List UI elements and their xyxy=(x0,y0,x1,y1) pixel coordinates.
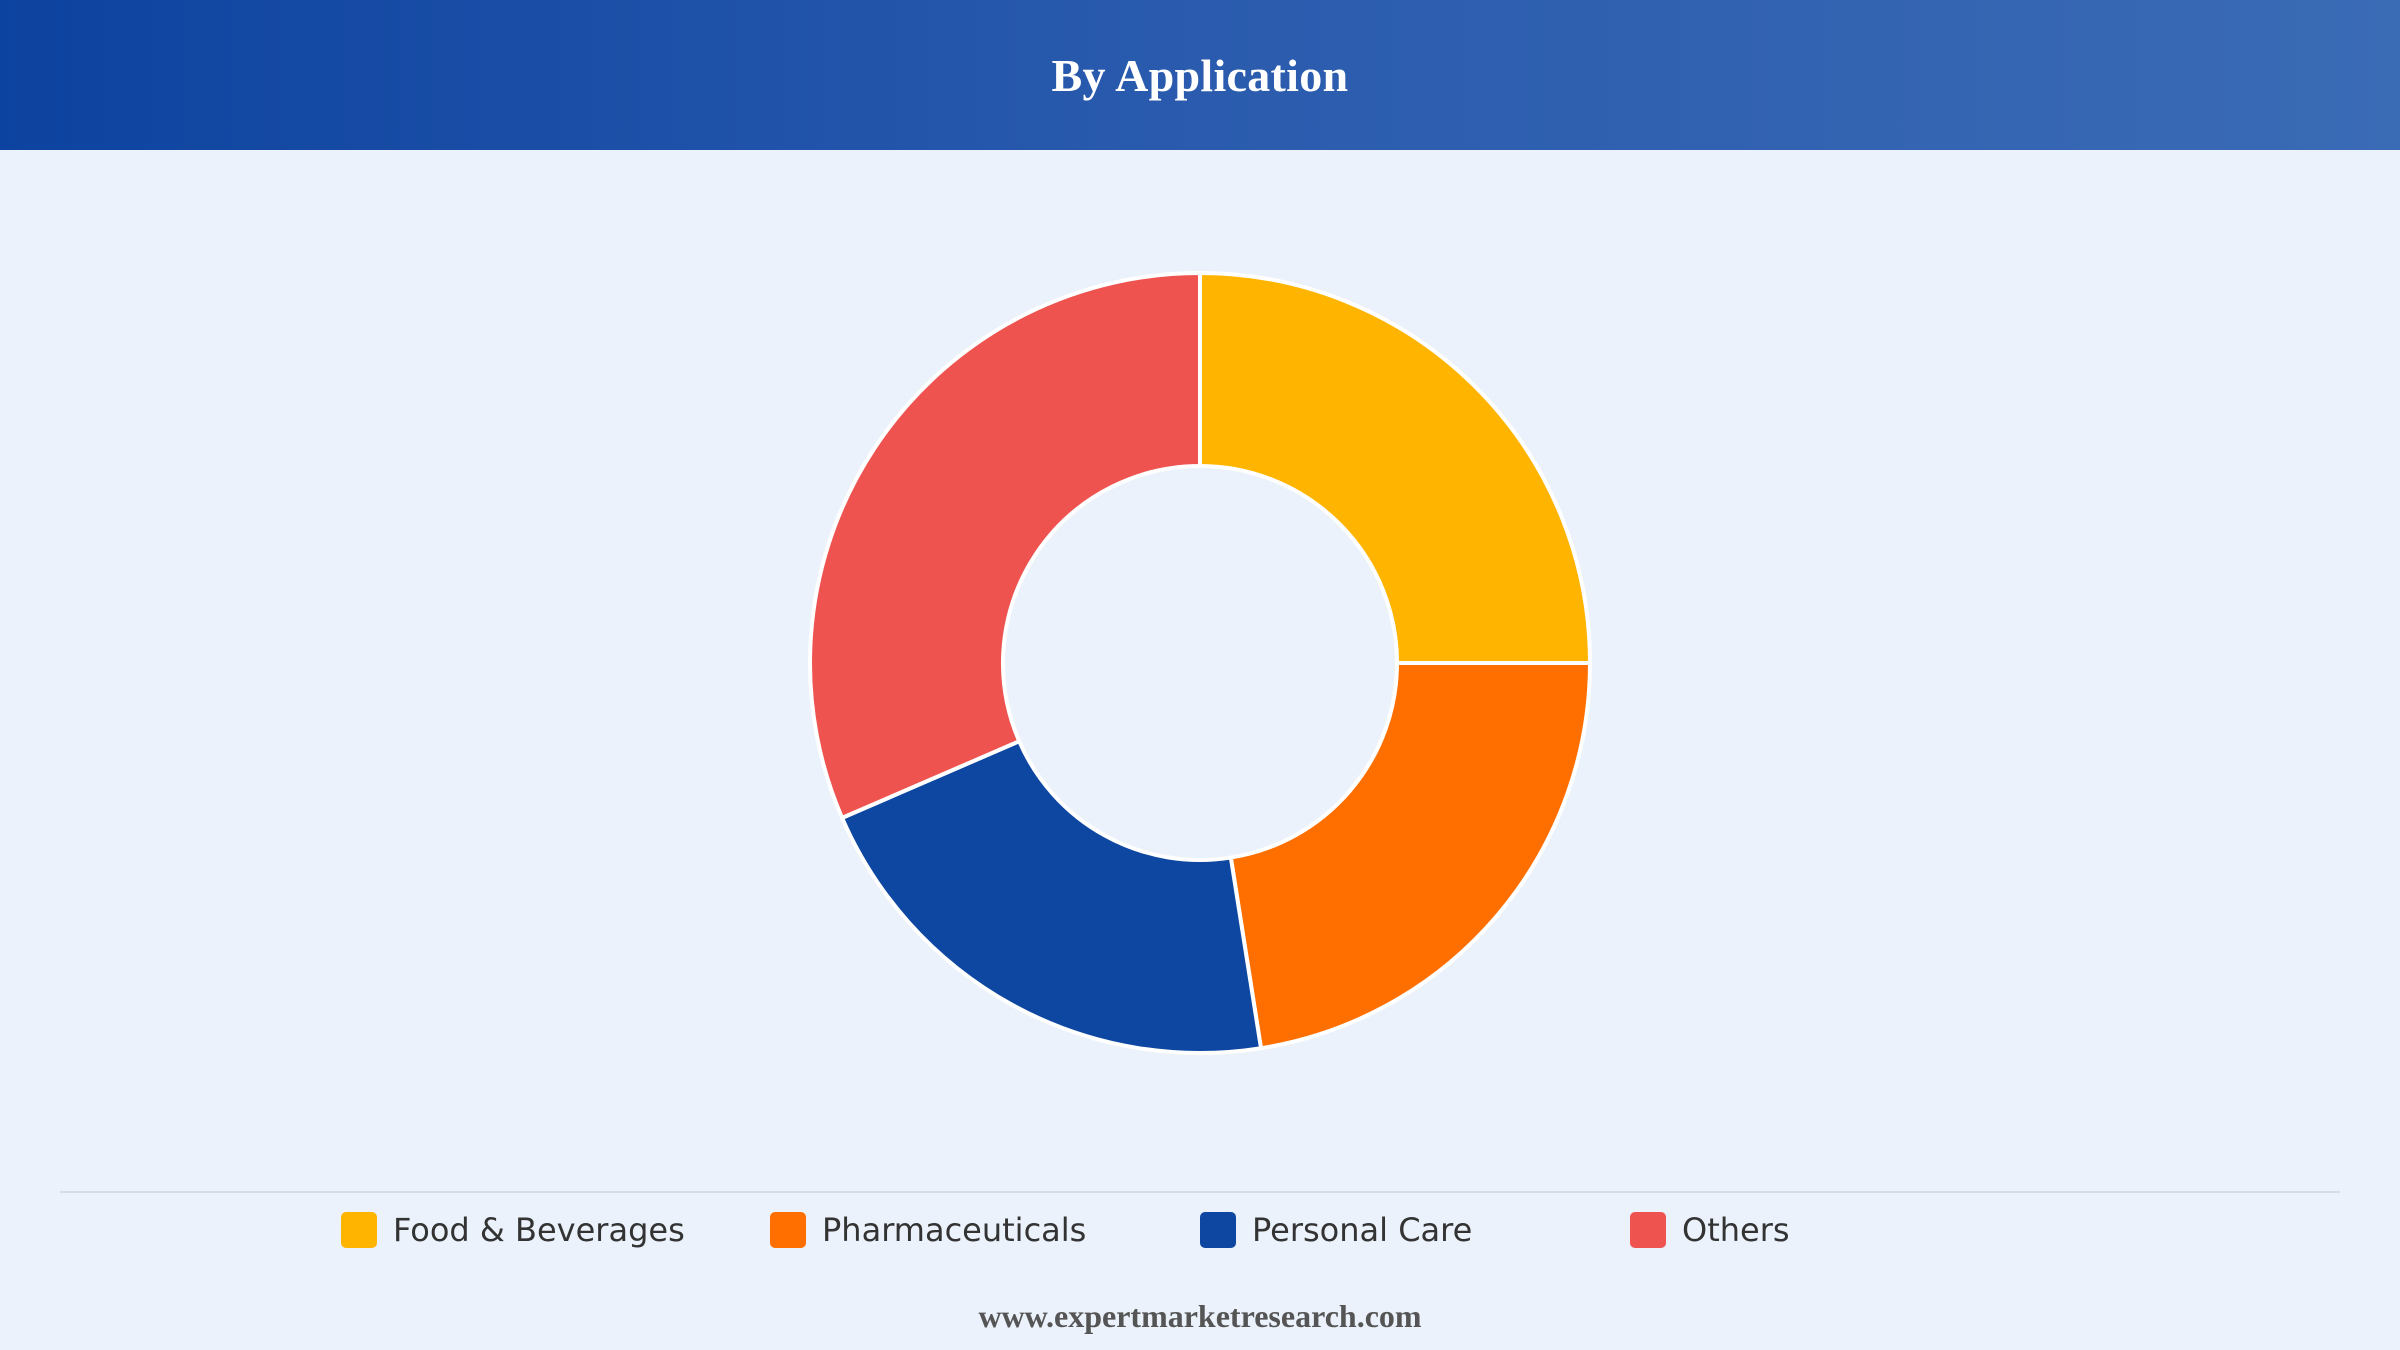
donut-chart xyxy=(808,271,1592,1055)
legend-item-pharmaceuticals[interactable]: Pharmaceuticals xyxy=(770,1208,1086,1252)
chart-title: By Application xyxy=(1051,49,1349,101)
donut-slice-pharmaceuticals[interactable] xyxy=(1228,661,1592,1051)
legend-swatch-pharmaceuticals xyxy=(770,1212,806,1248)
donut-slice-personal-care[interactable] xyxy=(840,739,1264,1055)
donut-slice-food-beverages[interactable] xyxy=(1198,271,1592,665)
donut-slice-others[interactable] xyxy=(808,271,1202,820)
legend-item-personal-care[interactable]: Personal Care xyxy=(1200,1208,1472,1252)
legend-divider xyxy=(60,1191,2340,1193)
legend-item-food-beverages[interactable]: Food & Beverages xyxy=(341,1208,685,1252)
legend-label-personal-care: Personal Care xyxy=(1252,1211,1473,1249)
legend-item-others[interactable]: Others xyxy=(1630,1208,1790,1252)
legend-label-pharmaceuticals: Pharmaceuticals xyxy=(822,1211,1087,1249)
legend-label-others: Others xyxy=(1682,1211,1790,1249)
chart-area xyxy=(0,150,2400,1190)
legend-swatch-food-beverages xyxy=(341,1212,377,1248)
legend-swatch-personal-care xyxy=(1200,1212,1236,1248)
footer-url: www.expertmarketresearch.com xyxy=(978,1298,1422,1334)
legend-swatch-others xyxy=(1630,1212,1666,1248)
legend-label-food-beverages: Food & Beverages xyxy=(393,1211,685,1249)
chart-legend: Food & Beverages Pharmaceuticals Persona… xyxy=(0,1208,2400,1252)
chart-header: By Application xyxy=(0,0,2400,150)
